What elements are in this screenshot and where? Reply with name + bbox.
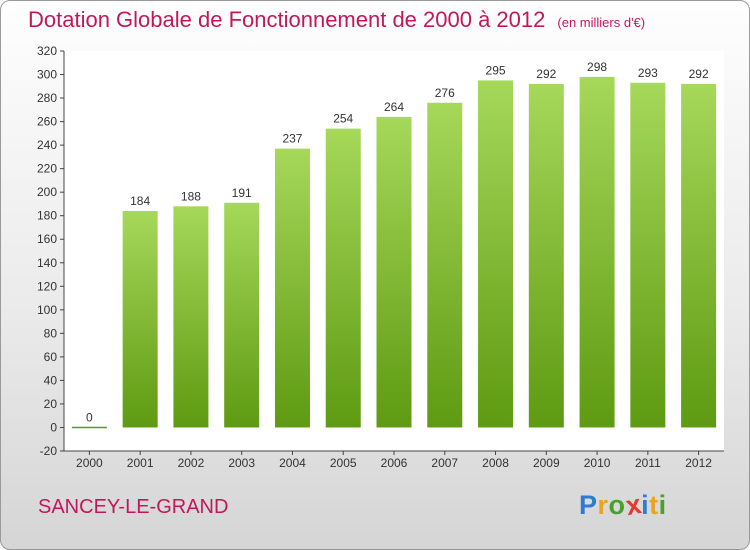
value-label-2005: 254 xyxy=(333,112,353,126)
commune-name: SANCEY-LE-GRAND xyxy=(38,496,229,518)
x-tick-label-2002: 2002 xyxy=(178,456,205,470)
y-tick-label: 20 xyxy=(44,397,58,411)
title-line: Dotation Globale de Fonctionnement de 20… xyxy=(28,7,645,33)
logo-letter: P xyxy=(579,490,598,520)
y-tick-label: 100 xyxy=(37,303,57,317)
bar-2010 xyxy=(579,76,615,428)
bar-2012 xyxy=(681,83,717,428)
value-label-2004: 237 xyxy=(282,132,302,146)
y-tick-label: 80 xyxy=(44,326,58,340)
value-label-2010: 298 xyxy=(587,60,607,74)
y-tick-label: 300 xyxy=(37,68,57,82)
y-tick-label: 320 xyxy=(37,44,57,58)
y-tick-label: 200 xyxy=(37,185,57,199)
x-tick-label-2004: 2004 xyxy=(279,456,306,470)
chart-subtitle: (en milliers d'€) xyxy=(557,15,646,30)
x-tick-label-2009: 2009 xyxy=(533,456,560,470)
bar-2011 xyxy=(630,82,666,428)
value-label-2008: 295 xyxy=(486,63,506,77)
x-tick-label-2012: 2012 xyxy=(685,456,712,470)
x-tick-label-2010: 2010 xyxy=(584,456,611,470)
bar-2008 xyxy=(478,80,514,428)
bar-2002 xyxy=(173,206,209,428)
y-tick-label: -20 xyxy=(40,444,58,458)
logo-letter: i xyxy=(658,490,667,520)
value-label-2002: 188 xyxy=(181,189,201,203)
bar-2003 xyxy=(224,202,260,428)
logo-letter: i xyxy=(641,490,650,520)
x-tick-label-2006: 2006 xyxy=(381,456,408,470)
value-label-2009: 292 xyxy=(536,67,556,81)
y-tick-label: 180 xyxy=(37,209,57,223)
logo-letter: o xyxy=(608,490,626,520)
y-tick-label: 240 xyxy=(37,138,57,152)
y-tick-label: 220 xyxy=(37,162,57,176)
logo-letter: t xyxy=(649,490,659,520)
y-tick-label: 160 xyxy=(37,232,57,246)
bar-2009 xyxy=(528,83,564,428)
proxiti-logo[interactable]: Proxiti xyxy=(579,489,667,521)
x-tick-label-2007: 2007 xyxy=(431,456,458,470)
bar-2006 xyxy=(376,116,412,428)
logo-letter: r xyxy=(597,490,609,520)
x-tick-label-2005: 2005 xyxy=(330,456,357,470)
bar-2001 xyxy=(122,211,158,428)
value-label-2006: 264 xyxy=(384,100,404,114)
y-tick-label: 0 xyxy=(50,420,57,434)
y-tick-label: 120 xyxy=(37,279,57,293)
y-tick-label: 140 xyxy=(37,256,57,270)
value-label-2000: 0 xyxy=(86,410,93,424)
chart-title: Dotation Globale de Fonctionnement de 20… xyxy=(28,7,546,32)
x-tick-label-2000: 2000 xyxy=(76,456,103,470)
x-tick-label-2011: 2011 xyxy=(635,456,661,470)
value-label-2012: 292 xyxy=(689,67,709,81)
value-label-2001: 184 xyxy=(130,194,150,208)
y-tick-label: 60 xyxy=(44,350,58,364)
y-tick-label: 40 xyxy=(44,373,58,387)
bar-2007 xyxy=(427,102,463,428)
x-tick-label-2003: 2003 xyxy=(228,456,255,470)
y-tick-label: 280 xyxy=(37,91,57,105)
x-tick-label-2001: 2001 xyxy=(127,456,154,470)
bar-2005 xyxy=(325,128,361,428)
value-label-2007: 276 xyxy=(435,86,455,100)
value-label-2003: 191 xyxy=(232,186,252,200)
y-tick-label: 260 xyxy=(37,115,57,129)
value-label-2011: 293 xyxy=(638,66,658,80)
bar-2004 xyxy=(274,148,310,428)
x-tick-label-2008: 2008 xyxy=(482,456,509,470)
